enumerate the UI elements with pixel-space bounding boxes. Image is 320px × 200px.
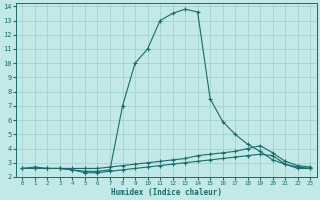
X-axis label: Humidex (Indice chaleur): Humidex (Indice chaleur) [111, 188, 222, 197]
